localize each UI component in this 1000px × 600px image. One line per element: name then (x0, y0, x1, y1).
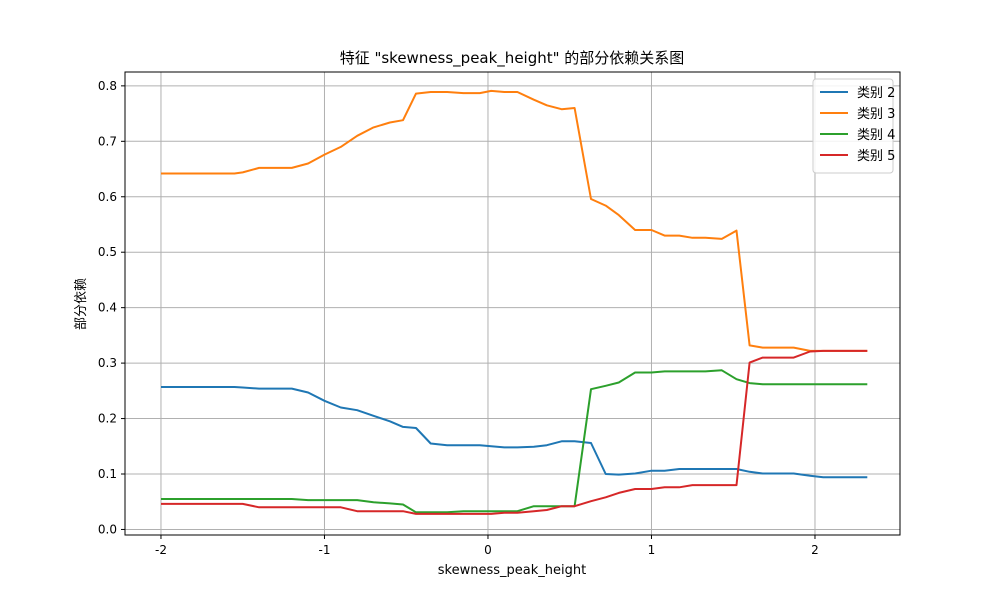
x-tick-label: 1 (648, 543, 656, 557)
y-tick-label: 0.8 (98, 79, 117, 93)
x-tick-label: -1 (318, 543, 330, 557)
x-tick-label: 2 (811, 543, 819, 557)
y-tick-label: 0.0 (98, 522, 117, 536)
plot-frame (124, 71, 901, 536)
grid (125, 72, 900, 535)
legend: 类别 2 类别 3 类别 4 类别 5 (812, 78, 895, 174)
x-tick-label: 0 (484, 543, 492, 557)
series-line-2 (161, 89, 868, 352)
series-lines (161, 89, 868, 515)
legend-label-3: 类别 4 (857, 128, 895, 143)
legend-label-1: 类别 2 (857, 86, 895, 101)
x-axis-label: skewness_peak_height (438, 563, 586, 578)
y-tick-label: 0.3 (98, 356, 117, 370)
series-line-1 (161, 386, 868, 479)
series-line-4 (161, 349, 868, 515)
y-axis-label: 部分依赖 (74, 278, 89, 330)
chart-title: 特征 "skewness_peak_height" 的部分依赖关系图 (340, 49, 685, 68)
series-line-3 (161, 369, 868, 514)
y-tick-label: 0.6 (98, 190, 117, 204)
y-tick-label: 0.4 (98, 301, 117, 315)
legend-box (812, 78, 894, 174)
y-tick-label: 0.5 (98, 245, 117, 259)
legend-label-4: 类别 5 (857, 149, 895, 164)
legend-label-2: 类别 3 (857, 107, 895, 122)
y-tick-label: 0.1 (98, 467, 117, 481)
y-tick-label: 0.2 (98, 412, 117, 426)
axis-ticks: -2 -1 0 1 2 0.0 0.1 0.2 0.3 0.4 0.5 0.6 0.7 0.8 (98, 79, 819, 557)
y-tick-label: 0.7 (98, 134, 117, 148)
x-tick-label: -2 (155, 543, 167, 557)
